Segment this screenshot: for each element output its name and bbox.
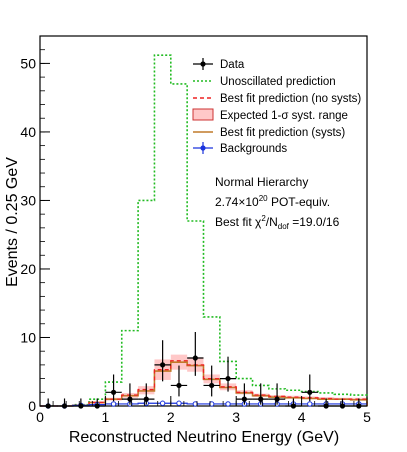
- y-axis-title: Events / 0.25 GeV: [4, 157, 21, 287]
- legend-bkg-marker-dot: [200, 145, 206, 151]
- legend-syst-swatch: [192, 108, 214, 121]
- annotation-chi2: Best fit χ2/Ndof =19.0/16: [215, 214, 340, 231]
- legend-entry-best-fit-no-systs: Best fit prediction (no systs): [193, 93, 361, 105]
- data-marker: [209, 382, 215, 389]
- legend-entry-syst-range: Expected 1-σ syst. range: [192, 108, 348, 122]
- data-marker: [290, 403, 297, 409]
- data-point: [170, 365, 188, 397]
- data-marker: [356, 403, 362, 409]
- legend-entry-unoscillated: Unoscillated prediction: [193, 76, 336, 88]
- data-point: [268, 383, 286, 405]
- x-tick-label: 2: [167, 409, 175, 425]
- y-tick-label: 20: [20, 261, 36, 277]
- plot-frame: [39, 35, 368, 407]
- y-tick-label: 30: [20, 192, 36, 208]
- data-marker: [127, 396, 133, 402]
- y-tick-label: 10: [20, 329, 36, 345]
- legend-entry-best-fit-systs: Best fit prediction (systs): [193, 127, 345, 139]
- prediction-lines-layer: [40, 54, 368, 407]
- data-marker: [274, 396, 280, 402]
- legend-entry-data: Data: [193, 58, 245, 71]
- data-point: [252, 383, 269, 405]
- background-point: [110, 401, 117, 407]
- x-tick-label: 0: [36, 409, 44, 425]
- background-point: [225, 401, 231, 407]
- legend-entry-backgrounds: Backgrounds: [193, 142, 287, 155]
- data-marker: [192, 355, 198, 361]
- annotation-pot: 2.74×1020 POT-equiv.: [215, 194, 330, 209]
- data-marker: [110, 389, 117, 395]
- data-point: [187, 332, 204, 376]
- data-point: [154, 340, 171, 382]
- legend-label-backgrounds: Backgrounds: [220, 143, 287, 155]
- legend-label-data: Data: [220, 59, 245, 71]
- data-marker: [143, 396, 149, 402]
- data-marker: [225, 375, 231, 382]
- legend: Data Unoscillated prediction Best fit pr…: [192, 58, 361, 155]
- data-marker: [176, 382, 182, 389]
- y-tick-label: 0: [28, 398, 36, 414]
- annotation-hierarchy: Normal Hierarchy: [215, 175, 308, 189]
- data-point: [350, 398, 367, 409]
- data-point: [89, 398, 106, 409]
- y-tick-label: 40: [20, 124, 36, 140]
- x-tick-label: 5: [363, 409, 371, 425]
- background-point: [208, 401, 215, 407]
- data-point: [105, 374, 122, 402]
- data-point: [40, 398, 57, 409]
- legend-label-unoscillated: Unoscillated prediction: [220, 76, 336, 88]
- data-point: [121, 383, 139, 405]
- data-point: [219, 356, 237, 392]
- x-tick-label: 3: [232, 409, 240, 425]
- x-tick-label: 4: [298, 409, 306, 425]
- best-fit-systs-line: [40, 361, 368, 407]
- background-point: [159, 400, 166, 406]
- data-point: [203, 365, 220, 397]
- best-fit-no-systs-line: [40, 360, 368, 407]
- annotation-block: Normal Hierarchy 2.74×1020 POT-equiv. Be…: [215, 175, 340, 231]
- data-point: [301, 374, 318, 402]
- background-point: [192, 401, 199, 407]
- legend-label-best-fit-no-systs: Best fit prediction (no systs): [220, 93, 361, 105]
- data-marker: [241, 396, 247, 402]
- data-marker: [94, 403, 100, 409]
- legend-data-marker-dot: [200, 61, 206, 67]
- background-point: [176, 400, 182, 406]
- legend-label-best-fit-systs: Best fit prediction (systs): [220, 127, 345, 139]
- data-marker: [307, 389, 313, 395]
- x-tick-label: 1: [102, 409, 110, 425]
- data-point: [236, 383, 253, 405]
- data-point: [285, 398, 302, 409]
- data-point: [138, 383, 155, 405]
- data-marker: [258, 396, 264, 402]
- unoscillated-prediction-line: [40, 54, 368, 407]
- data-point: [72, 398, 90, 409]
- y-tick-label: 50: [20, 55, 36, 71]
- data-point: [56, 398, 73, 409]
- legend-label-syst-range: Expected 1-σ syst. range: [220, 110, 348, 122]
- background-point: [307, 401, 313, 407]
- x-axis-title: Reconstructed Neutrino Energy (GeV): [69, 429, 339, 446]
- data-marker: [160, 362, 166, 368]
